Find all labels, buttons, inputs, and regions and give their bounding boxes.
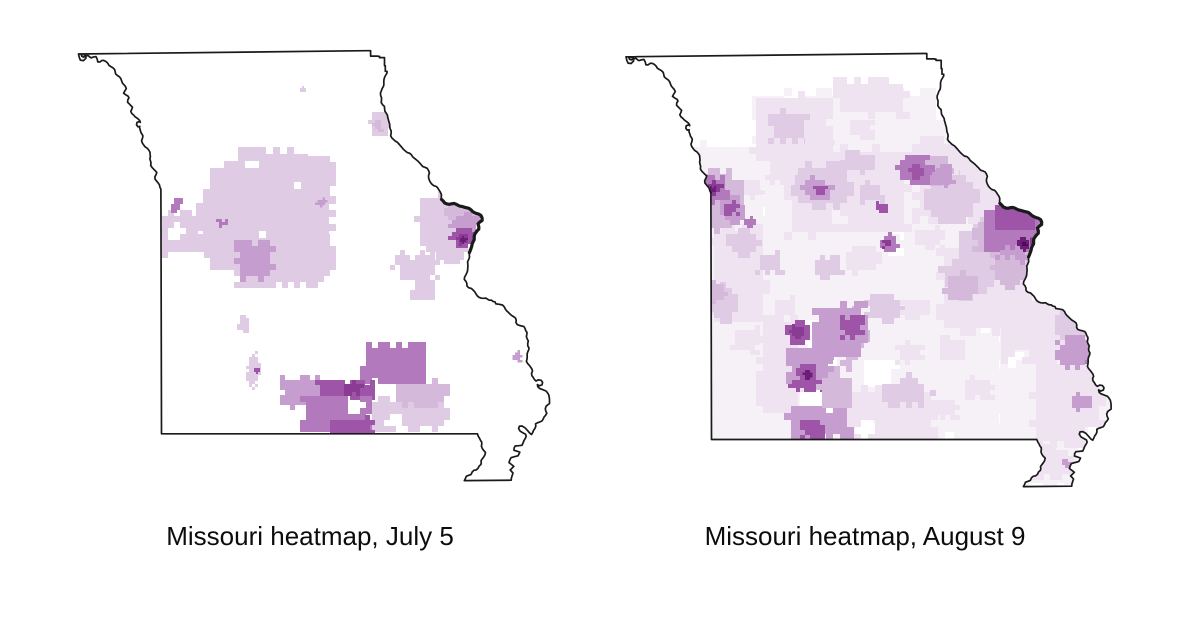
heat-region	[1060, 335, 1090, 370]
map-title-august: Missouri heatmap, August 9	[704, 521, 1026, 551]
heat-region	[448, 212, 484, 232]
heat-region	[436, 244, 464, 264]
heat-region	[816, 366, 852, 408]
missouri-map-july	[77, 49, 551, 482]
heat-region	[840, 315, 865, 340]
heat-region	[768, 108, 810, 144]
heat-region	[940, 335, 965, 360]
heat-regions-july	[156, 86, 523, 440]
heat-region	[789, 324, 804, 339]
heat-region	[730, 325, 760, 355]
heat-region	[882, 372, 936, 408]
heat-region	[396, 378, 450, 408]
heat-region	[875, 95, 900, 110]
missouri-map-august	[625, 52, 1112, 488]
heat-region	[908, 164, 924, 180]
heat-region	[246, 351, 261, 390]
heat-region	[390, 250, 440, 285]
heat-region	[1062, 459, 1071, 468]
heat-region	[900, 300, 930, 320]
heat-region	[724, 200, 740, 216]
heat-region	[802, 370, 813, 380]
heat-region	[990, 255, 1030, 290]
heat-region	[460, 236, 468, 244]
heat-region	[315, 197, 328, 208]
heat-region	[925, 400, 960, 420]
heat-region	[410, 280, 435, 300]
heat-region	[965, 375, 995, 400]
heat-region	[1029, 357, 1106, 448]
heat-region	[876, 201, 888, 213]
heat-region	[171, 204, 180, 213]
heat-region	[800, 420, 825, 440]
heat-region	[788, 380, 828, 392]
heat-region	[846, 246, 882, 276]
heat-region	[344, 380, 364, 396]
heat-region	[895, 340, 925, 365]
heat-regions-august	[645, 77, 1112, 487]
heat-region	[300, 156, 336, 210]
heat-region	[860, 180, 885, 205]
heat-region	[512, 350, 523, 363]
heat-region	[864, 294, 906, 324]
heat-region	[813, 186, 828, 195]
heat-region	[726, 228, 762, 258]
heat-region	[174, 198, 183, 204]
heat-region	[915, 225, 945, 250]
heat-region	[840, 150, 875, 175]
heat-region	[765, 160, 795, 185]
heat-region	[1072, 392, 1092, 412]
heat-region	[254, 368, 260, 374]
heat-region	[755, 250, 785, 275]
heat-region	[645, 115, 670, 135]
heat-region	[744, 216, 756, 228]
heat-region	[740, 180, 765, 200]
heat-region	[216, 219, 228, 228]
st-louis-boundary-emphasis	[998, 201, 1044, 259]
heat-region	[372, 120, 384, 132]
heat-region	[800, 135, 835, 160]
map-title-july: Missouri heatmap, July 5	[166, 521, 454, 551]
state-outline	[625, 52, 1112, 488]
heat-region	[932, 164, 956, 188]
heat-region	[360, 342, 426, 384]
heat-region	[156, 210, 204, 258]
heat-region	[234, 240, 276, 282]
heat-region	[775, 295, 795, 320]
heat-region	[850, 120, 875, 140]
st-louis-boundary-emphasis	[439, 197, 484, 255]
heat-region	[300, 86, 306, 92]
heat-region	[815, 255, 845, 280]
heat-region	[882, 240, 891, 249]
heat-region	[237, 315, 249, 333]
heat-region	[942, 270, 978, 300]
state-outline	[77, 49, 551, 482]
heat-region	[1022, 242, 1028, 246]
